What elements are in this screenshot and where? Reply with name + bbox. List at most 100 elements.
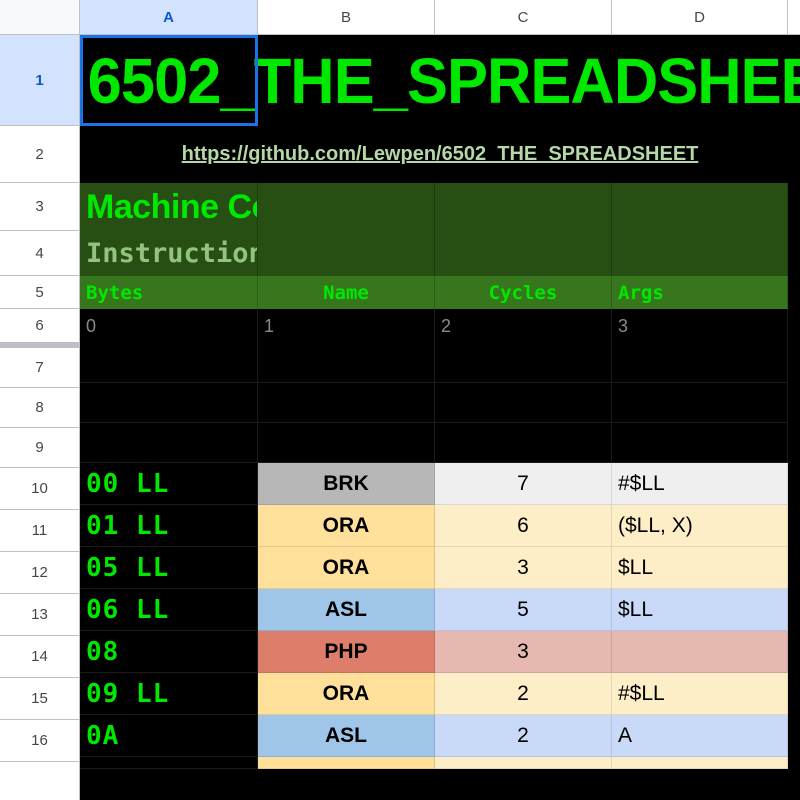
row-header-6[interactable]: 6 — [0, 309, 79, 343]
cell-b8[interactable] — [258, 383, 435, 423]
cell-d9[interactable] — [612, 423, 788, 463]
cell-selection-outline-a1[interactable] — [80, 35, 258, 126]
cell-a7[interactable] — [80, 343, 258, 383]
cell-args[interactable] — [612, 631, 788, 673]
cell-a6[interactable]: 0 — [80, 309, 258, 343]
cell-a2[interactable]: https://github.com/Lewpen/6502_THE_SPREA… — [80, 126, 800, 183]
row-header-1[interactable]: 1 — [0, 35, 79, 126]
row-1: 6502_THE_SPREADSHEET — [80, 35, 800, 126]
select-all-corner[interactable] — [0, 0, 80, 34]
row-header-15[interactable]: 15 — [0, 678, 79, 720]
cell-cycles[interactable]: 6 — [435, 505, 612, 547]
table-row: 00 LL BRK 7 #$LL — [80, 463, 800, 505]
cell-b3[interactable] — [258, 183, 435, 231]
cell-name[interactable]: ORA — [258, 547, 435, 589]
cell-args[interactable] — [612, 757, 788, 769]
cell-c7[interactable] — [435, 343, 612, 383]
cell-name[interactable]: BRK — [258, 463, 435, 505]
repo-link[interactable]: https://github.com/Lewpen/6502_THE_SPREA… — [181, 143, 699, 165]
cell-bytes[interactable]: 0A — [80, 715, 258, 757]
row-header-10[interactable]: 10 — [0, 468, 79, 510]
cell-args[interactable]: $LL — [612, 547, 788, 589]
row-header-4[interactable]: 4 — [0, 231, 79, 276]
cell-bytes[interactable]: 05 LL — [80, 547, 258, 589]
cell-b5[interactable]: Name — [258, 276, 435, 309]
cell-name[interactable]: PHP — [258, 631, 435, 673]
cell-args[interactable]: A — [612, 715, 788, 757]
section-heading: Machine Code — [86, 187, 257, 226]
cell-name[interactable]: ORA — [258, 505, 435, 547]
cell-cycles[interactable]: 3 — [435, 631, 612, 673]
row-header-7[interactable]: 7 — [0, 348, 79, 388]
cell-c5[interactable]: Cycles — [435, 276, 612, 309]
cell-args[interactable]: #$LL — [612, 673, 788, 715]
cell-args[interactable]: $LL — [612, 589, 788, 631]
row-header-11[interactable]: 11 — [0, 510, 79, 552]
cell-a9[interactable] — [80, 423, 258, 463]
frozen-pane-divider[interactable] — [0, 343, 80, 348]
cell-name[interactable]: ASL — [258, 589, 435, 631]
cell-d7[interactable] — [612, 343, 788, 383]
row-header-14[interactable]: 14 — [0, 636, 79, 678]
cell-cycles[interactable]: 2 — [435, 673, 612, 715]
row-header-2[interactable]: 2 — [0, 126, 79, 183]
cell-bytes[interactable]: 01 LL — [80, 505, 258, 547]
cell-b6[interactable]: 1 — [258, 309, 435, 343]
row-3: Machine Code — [80, 183, 800, 231]
row-header-13[interactable]: 13 — [0, 594, 79, 636]
cell-c8[interactable] — [435, 383, 612, 423]
cell-bytes[interactable]: 06 LL — [80, 589, 258, 631]
cell-bytes[interactable]: 08 — [80, 631, 258, 673]
cell-bytes[interactable] — [80, 757, 258, 769]
column-header-b[interactable]: B — [258, 0, 435, 34]
cell-d6[interactable]: 3 — [612, 309, 788, 343]
cell-name[interactable]: ORA — [258, 673, 435, 715]
row-header-16[interactable]: 16 — [0, 720, 79, 762]
col-header-bytes: Bytes — [86, 281, 144, 304]
row-header-bar: 1 2 3 4 5 6 7 8 9 10 11 12 13 14 15 16 — [0, 35, 80, 800]
cell-a5[interactable]: Bytes — [80, 276, 258, 309]
cell-bytes[interactable]: 09 LL — [80, 673, 258, 715]
cell-a3[interactable]: Machine Code — [80, 183, 258, 231]
row-9 — [80, 423, 800, 463]
cell-c6[interactable]: 2 — [435, 309, 612, 343]
cell-d3[interactable] — [612, 183, 788, 231]
cell-bytes[interactable]: 00 LL — [80, 463, 258, 505]
row-2: https://github.com/Lewpen/6502_THE_SPREA… — [80, 126, 800, 183]
column-header-c[interactable]: C — [435, 0, 612, 34]
cell-a8[interactable] — [80, 383, 258, 423]
table-row-partial — [80, 757, 800, 769]
column-header-a[interactable]: A — [80, 0, 258, 34]
cell-cycles[interactable]: 5 — [435, 589, 612, 631]
cell-c4[interactable] — [435, 231, 612, 276]
row-header-3[interactable]: 3 — [0, 183, 79, 231]
cell-args[interactable]: ($LL, X) — [612, 505, 788, 547]
row-8 — [80, 383, 800, 423]
row-header-9[interactable]: 9 — [0, 428, 79, 468]
cell-b9[interactable] — [258, 423, 435, 463]
cell-d4[interactable] — [612, 231, 788, 276]
row-header-8[interactable]: 8 — [0, 388, 79, 428]
cell-name[interactable] — [258, 757, 435, 769]
cell-b7[interactable] — [258, 343, 435, 383]
cell-cycles[interactable]: 7 — [435, 463, 612, 505]
col-header-args: Args — [618, 281, 664, 304]
row-header-12[interactable]: 12 — [0, 552, 79, 594]
cell-args[interactable]: #$LL — [612, 463, 788, 505]
cell-d5[interactable]: Args — [612, 276, 788, 309]
cell-cycles[interactable]: 2 — [435, 715, 612, 757]
cell-d8[interactable] — [612, 383, 788, 423]
col-header-name: Name — [323, 281, 369, 304]
cell-a4[interactable]: Instructions — [80, 231, 258, 276]
cell-c9[interactable] — [435, 423, 612, 463]
grid-body: 6502_THE_SPREADSHEET https://github.com/… — [80, 35, 800, 800]
cell-name[interactable]: ASL — [258, 715, 435, 757]
cell-cycles[interactable]: 3 — [435, 547, 612, 589]
cell-cycles[interactable] — [435, 757, 612, 769]
column-header-d[interactable]: D — [612, 0, 788, 34]
cell-b4[interactable] — [258, 231, 435, 276]
row-header-5[interactable]: 5 — [0, 276, 79, 309]
cell-c3[interactable] — [435, 183, 612, 231]
column-header-bar: A B C D — [0, 0, 800, 35]
